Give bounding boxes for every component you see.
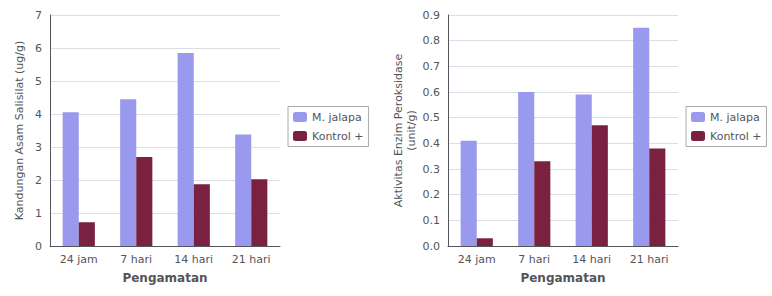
- svg-text:0.4: 0.4: [423, 137, 441, 150]
- svg-text:3: 3: [35, 141, 42, 154]
- svg-text:7: 7: [35, 9, 42, 22]
- svg-text:6: 6: [35, 42, 42, 55]
- svg-text:0: 0: [35, 240, 42, 253]
- svg-text:24 jam: 24 jam: [60, 253, 98, 266]
- svg-text:0.8: 0.8: [423, 34, 441, 47]
- svg-text:14 hari: 14 hari: [572, 253, 611, 266]
- svg-text:14 hari: 14 hari: [174, 253, 213, 266]
- svg-text:0.5: 0.5: [423, 111, 441, 124]
- svg-text:0.1: 0.1: [423, 214, 441, 227]
- svg-text:Kandungan Asam Salisilat (ug/g: Kandungan Asam Salisilat (ug/g): [13, 41, 26, 221]
- svg-text:7 hari: 7 hari: [518, 253, 550, 266]
- svg-text:4: 4: [35, 108, 42, 121]
- svg-text:0.9: 0.9: [423, 9, 441, 22]
- svg-text:0.0: 0.0: [423, 240, 441, 253]
- svg-text:0.3: 0.3: [423, 163, 441, 176]
- svg-text:Aktivitas Enzim Peroksidase: Aktivitas Enzim Peroksidase: [392, 54, 405, 208]
- svg-text:7 hari: 7 hari: [120, 253, 152, 266]
- svg-text:0.2: 0.2: [423, 188, 441, 201]
- svg-text:2: 2: [35, 174, 42, 187]
- svg-text:0.6: 0.6: [423, 86, 441, 99]
- svg-text:M. jalapa: M. jalapa: [710, 111, 760, 124]
- svg-text:M. jalapa: M. jalapa: [312, 111, 362, 124]
- svg-text:Kontrol +: Kontrol +: [312, 130, 363, 143]
- svg-text:5: 5: [35, 75, 42, 88]
- svg-text:21 hari: 21 hari: [630, 253, 669, 266]
- svg-text:1: 1: [35, 207, 42, 220]
- svg-text:(unit/g): (unit/g): [405, 110, 418, 151]
- svg-text:21 hari: 21 hari: [232, 253, 271, 266]
- svg-text:Pengamatan: Pengamatan: [122, 271, 207, 285]
- svg-text:24 jam: 24 jam: [458, 253, 496, 266]
- svg-text:Kontrol +: Kontrol +: [710, 130, 761, 143]
- svg-text:Pengamatan: Pengamatan: [520, 271, 605, 285]
- svg-text:0.7: 0.7: [423, 60, 441, 73]
